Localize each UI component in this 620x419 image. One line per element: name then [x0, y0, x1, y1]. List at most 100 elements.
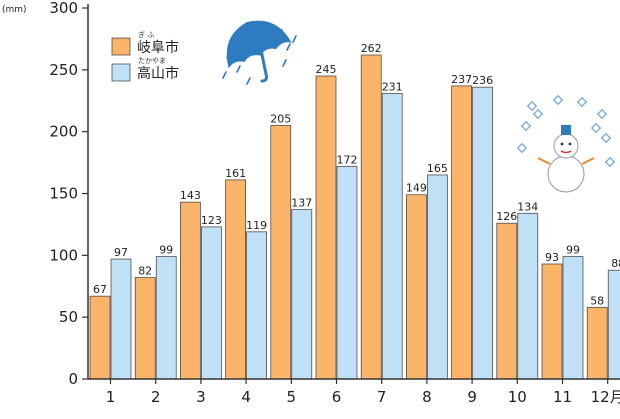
- bar-value-label: 88: [611, 257, 620, 270]
- bar-gifu: [451, 85, 472, 380]
- bar-value-label: 119: [246, 219, 267, 232]
- x-tick-label: 6: [332, 388, 342, 406]
- legend-ruby: たかやま: [138, 57, 166, 65]
- x-tick-label: 1: [106, 388, 116, 406]
- snowman-head: [553, 133, 579, 159]
- bar-gifu: [315, 75, 337, 380]
- x-tick-label: 8: [422, 388, 432, 406]
- bar-value-label: 137: [291, 197, 312, 210]
- y-tick-label: 50: [59, 308, 78, 326]
- x-tick-label: 12月: [591, 388, 620, 406]
- snowman-body: [547, 155, 585, 193]
- bar-value-label: 149: [406, 182, 427, 195]
- bar-value-label: 123: [201, 214, 222, 227]
- bar-gifu: [406, 194, 427, 380]
- decorations: [222, 20, 616, 193]
- bar-value-label: 82: [138, 265, 152, 278]
- y-tick-label: 200: [49, 123, 78, 141]
- bar-takayama: [381, 92, 403, 380]
- bars: 67 82 143 161 205 245 262 149 237 126 93 58 97 99 123 1…: [89, 42, 620, 380]
- bar-gifu: [225, 179, 246, 380]
- y-tick-label: 250: [49, 61, 78, 79]
- bar-value-label: 126: [496, 210, 517, 223]
- legend-label: 高山市: [137, 65, 179, 82]
- bar-value-label: 236: [472, 74, 493, 87]
- bar-gifu: [496, 222, 518, 380]
- rain-drop: [282, 59, 287, 67]
- snowflake: [526, 100, 538, 112]
- snowflake: [520, 120, 532, 132]
- bar-value-label: 172: [337, 153, 358, 166]
- bar-value-label: 97: [114, 246, 128, 259]
- legend-swatch: [111, 63, 131, 82]
- bar-value-label: 237: [451, 73, 472, 86]
- y-tick-label: 100: [49, 246, 78, 264]
- rain-drop: [278, 29, 283, 37]
- snowflake: [516, 142, 528, 154]
- umbrella-canopy: [226, 20, 292, 69]
- rain-drop: [226, 51, 231, 59]
- umbrella-rain-icon: [222, 20, 297, 85]
- bar-value-label: 205: [270, 112, 291, 125]
- bar-gifu: [89, 295, 111, 380]
- legend-ruby: ぎ ふ: [138, 30, 154, 39]
- bar-takayama: [427, 174, 448, 380]
- y-tick-label: 0: [68, 370, 78, 388]
- x-axis: 1 2 3 4 5 6 7 8 9 10 11 12月: [88, 378, 620, 406]
- bar-takayama: [110, 258, 132, 380]
- x-tick-label: 7: [377, 388, 387, 406]
- bar-gifu: [270, 125, 292, 380]
- x-tick-label: 4: [241, 388, 251, 406]
- bar-value-label: 134: [517, 200, 538, 213]
- umbrella-handle: [259, 48, 268, 83]
- x-tick-label: 10: [508, 388, 527, 406]
- rain-drop: [232, 37, 237, 45]
- bar-gifu: [586, 306, 608, 380]
- bar-takayama: [246, 231, 267, 380]
- snowman-eye: [568, 142, 572, 146]
- x-tick-label: 2: [151, 388, 161, 406]
- bar-value-label: 161: [225, 167, 246, 180]
- bar-takayama: [517, 212, 539, 380]
- legend-swatch: [111, 37, 131, 56]
- y-tick-label: 150: [49, 185, 78, 203]
- bar-value-label: 165: [427, 162, 448, 175]
- snowflake: [596, 108, 608, 120]
- bar-gifu: [360, 54, 382, 380]
- bar-takayama: [472, 86, 493, 380]
- bar-value-label: 67: [93, 283, 107, 296]
- y-unit-label: (mm): [2, 5, 27, 15]
- bar-value-label: 231: [382, 80, 403, 93]
- rain-drop: [246, 77, 251, 85]
- y-tick-label: 300: [49, 0, 78, 17]
- bar-value-label: 99: [566, 244, 580, 257]
- bar-takayama: [562, 256, 584, 380]
- bar-gifu: [134, 277, 156, 380]
- x-tick-label: 11: [553, 388, 572, 406]
- bar-value-label: 99: [159, 244, 173, 257]
- legend-label: 岐阜市: [137, 39, 179, 56]
- bar-value-label: 93: [545, 251, 559, 264]
- x-tick-label: 3: [196, 388, 206, 406]
- y-axis: 0 50 100 150 200 250 300 (mm): [2, 0, 89, 388]
- snowman-eye: [560, 142, 564, 146]
- snowflake: [552, 94, 564, 106]
- snowman-hat: [561, 125, 571, 135]
- bar-takayama: [607, 269, 620, 380]
- bar-gifu: [541, 263, 563, 380]
- rain-drop: [222, 71, 227, 79]
- snowflake: [600, 132, 612, 144]
- snowman-arm: [581, 157, 595, 165]
- bar-value-label: 262: [361, 42, 382, 55]
- snowman-mouth: [560, 150, 572, 154]
- rain-drop: [236, 65, 241, 73]
- bar-takayama: [291, 209, 313, 380]
- snowman-arm: [537, 157, 551, 165]
- rain-drop: [286, 43, 291, 51]
- rain-drop: [292, 35, 297, 43]
- bar-value-label: 58: [590, 294, 604, 307]
- bar-takayama: [336, 165, 358, 380]
- bar-value-label: 245: [316, 63, 337, 76]
